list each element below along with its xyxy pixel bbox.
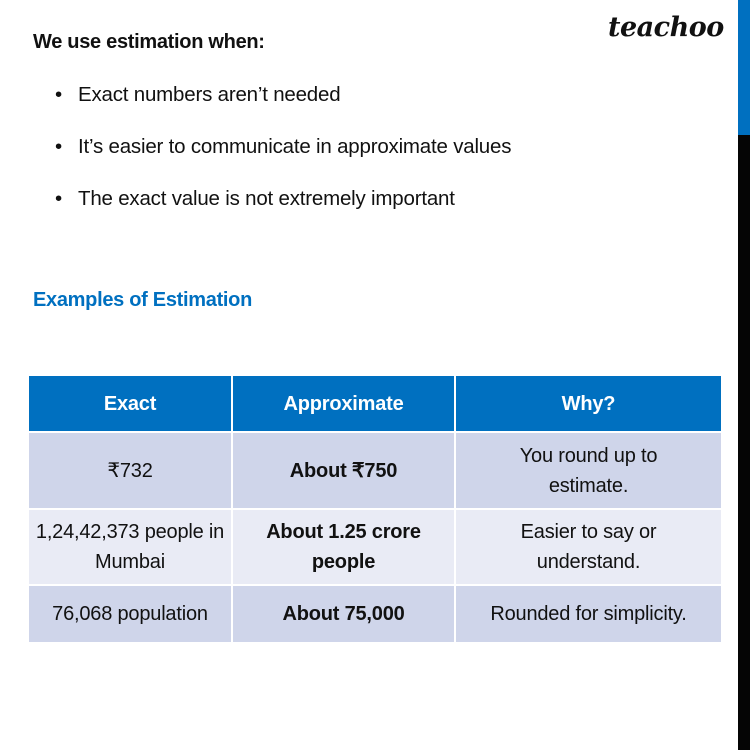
table-row: ₹732 About ₹750 You round up to estimate…	[29, 432, 721, 510]
examples-heading: Examples of Estimation	[33, 289, 253, 311]
list-item: • It’s easier to communicate in approxima…	[55, 132, 511, 184]
list-item: • Exact numbers aren’t needed	[55, 80, 511, 132]
header-exact: Exact	[29, 376, 233, 433]
bullet-icon: •	[55, 135, 62, 158]
cell-approximate: About 1.25 crore people	[232, 509, 456, 586]
header-approximate: Approximate	[232, 376, 456, 433]
table-row: 1,24,42,373 people in Mumbai About 1.25 …	[29, 509, 721, 586]
header-why: Why?	[455, 376, 721, 433]
cell-why: Rounded for simplicity.	[455, 585, 721, 644]
cell-why: You round up to estimate.	[455, 432, 721, 510]
table-header-row: Exact Approximate Why?	[29, 376, 721, 433]
side-accent-bar	[738, 0, 750, 135]
side-dark-bar	[738, 135, 750, 750]
list-item: • The exact value is not extremely import…	[55, 184, 511, 236]
cell-exact: 76,068 population	[29, 585, 233, 644]
cell-exact: 1,24,42,373 people in Mumbai	[29, 509, 233, 586]
cell-why: Easier to say or understand.	[455, 509, 721, 586]
cell-approximate: About 75,000	[232, 585, 456, 644]
table-row: 76,068 population About 75,000 Rounded f…	[29, 585, 721, 644]
bullet-list: • Exact numbers aren’t needed • It’s easie…	[55, 80, 511, 236]
bullet-icon: •	[55, 187, 62, 210]
bullet-icon: •	[55, 83, 62, 106]
examples-table: Exact Approximate Why? ₹732 About ₹750 Y…	[29, 376, 721, 644]
cell-approximate: About ₹750	[232, 432, 456, 510]
cell-exact: ₹732	[29, 432, 233, 510]
teachoo-logo: teachoo	[608, 12, 724, 43]
section-heading: We use estimation when:	[33, 31, 265, 53]
